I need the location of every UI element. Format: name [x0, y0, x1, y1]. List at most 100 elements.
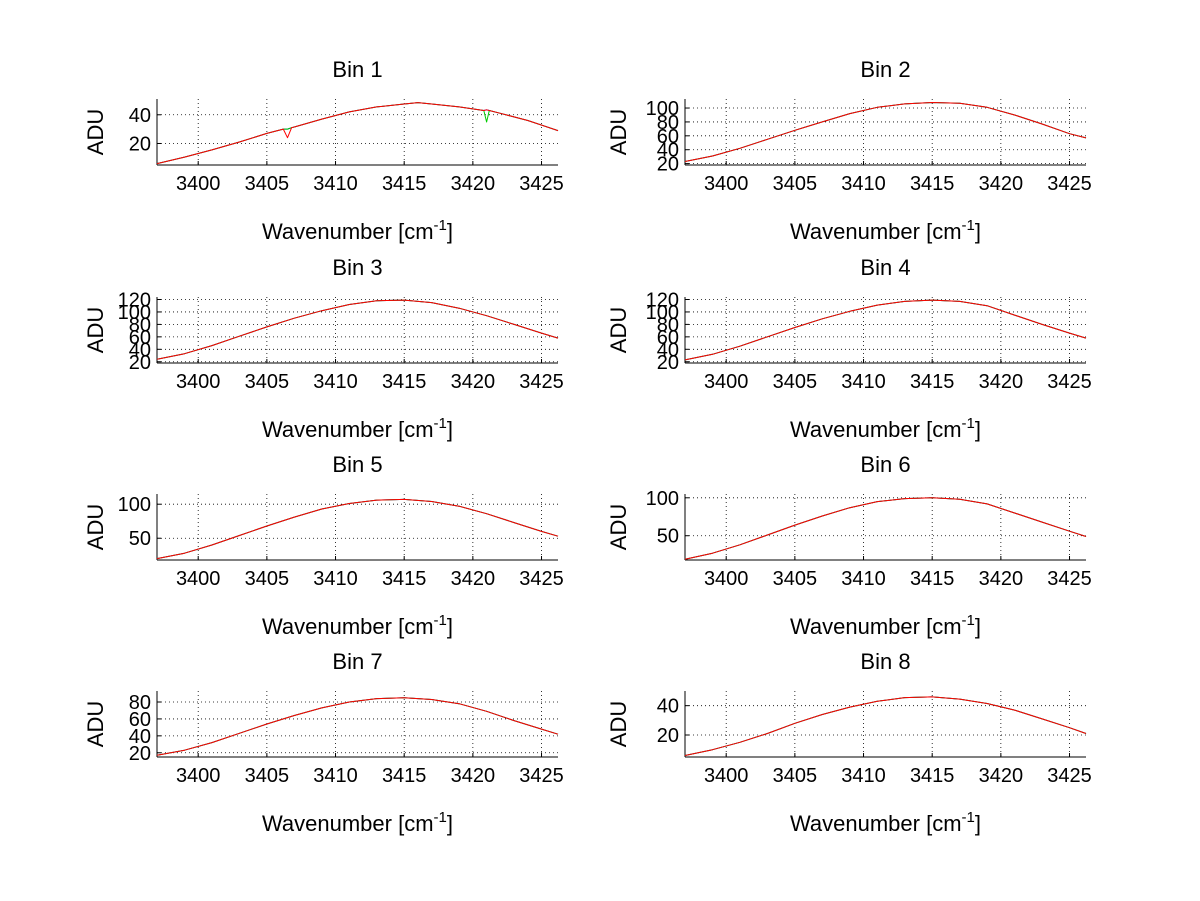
x-tick-label: 3415: [382, 568, 427, 590]
x-tick-label: 3405: [245, 371, 290, 393]
series-line-2: [156, 102, 559, 165]
x-tick-label: 3405: [245, 173, 290, 195]
series-line-1: [156, 102, 559, 165]
x-tick-label: 3410: [313, 568, 358, 590]
y-tick-label: 50: [657, 526, 679, 548]
x-tick-label: 3400: [704, 765, 749, 787]
series-line-3: [156, 498, 559, 560]
subplot-title: Bin 6: [860, 452, 910, 477]
y-tick-label: 60: [129, 709, 151, 731]
x-axis-label-bracket: ]: [975, 614, 981, 639]
x-axis-label: Wavenumber [cm-1]: [262, 612, 453, 639]
x-axis-label: Wavenumber [cm-1]: [790, 809, 981, 836]
subplot-bin-8: Bin 8 3400 3405 3410 3415 3420 3425 20 40 Wavenum…: [606, 649, 1092, 836]
y-tick-label: 100: [646, 302, 679, 324]
x-axis-label-bracket: ]: [447, 614, 453, 639]
y-tick-label: 120: [646, 289, 679, 311]
subplot-title: Bin 8: [860, 649, 910, 674]
subplot-title: Bin 5: [332, 452, 382, 477]
subplot-bin-5: Bin 5 3400 3405 3410 3415 3420 3425 50 100 Wavenu…: [83, 452, 564, 639]
x-tick-label: 3410: [841, 173, 886, 195]
x-tick-label: 3405: [773, 371, 818, 393]
subplot-bin-6: Bin 6 3400 3405 3410 3415 3420 3425 50 100 Wavenu…: [606, 452, 1092, 639]
x-tick-label: 3405: [773, 568, 818, 590]
x-axis-label: Wavenumber [cm-1]: [790, 217, 981, 244]
x-tick-label: 3415: [382, 765, 427, 787]
x-tick-label: 3400: [704, 371, 749, 393]
series-line-3: [684, 102, 1087, 162]
series-line-3: [156, 697, 559, 756]
y-axis-label: ADU: [83, 701, 108, 747]
series-line-2: [684, 102, 1087, 162]
x-tick-label: 3425: [1047, 371, 1092, 393]
x-tick-label: 3425: [1047, 173, 1092, 195]
x-tick-label: 3400: [704, 173, 749, 195]
series-line-3: [684, 696, 1087, 756]
x-axis-label-superscript: -1: [434, 809, 447, 826]
x-tick-label: 3410: [841, 371, 886, 393]
x-axis-label-bracket: ]: [447, 811, 453, 836]
subplot-bin-4: Bin 4 3400 3405 3410 3415 3420 3425 20406080100…: [606, 255, 1092, 442]
x-axis-label-bracket: ]: [447, 417, 453, 442]
x-tick-label: 3420: [979, 765, 1024, 787]
x-axis-label-main: Wavenumber [cm: [790, 614, 962, 639]
subplot-bin-1: Bin 1 3400 3405 3410 3415 3420 3425 20 40 Wavenum…: [83, 57, 564, 244]
subplot-title: Bin 7: [332, 649, 382, 674]
y-tick-label: 100: [118, 494, 151, 516]
x-tick-label: 3400: [176, 173, 221, 195]
y-tick-label: 40: [657, 339, 679, 361]
x-axis-label: Wavenumber [cm-1]: [790, 415, 981, 442]
x-axis-label-superscript: -1: [962, 217, 975, 234]
series-line-3: [684, 497, 1087, 560]
y-axis-label: ADU: [83, 307, 108, 353]
x-tick-label: 3425: [519, 371, 564, 393]
x-tick-label: 3420: [451, 765, 496, 787]
series-line-1: [684, 299, 1087, 361]
y-tick-label: 20: [657, 154, 679, 176]
series-line-2: [156, 697, 559, 756]
x-tick-label: 3405: [245, 568, 290, 590]
x-axis-label-bracket: ]: [975, 417, 981, 442]
x-tick-label: 3415: [910, 765, 955, 787]
x-tick-label: 3415: [382, 371, 427, 393]
x-tick-label: 3415: [910, 568, 955, 590]
x-axis-label-bracket: ]: [975, 811, 981, 836]
x-tick-label: 3405: [773, 173, 818, 195]
subplot-title: Bin 2: [860, 57, 910, 82]
x-axis-label-superscript: -1: [434, 415, 447, 432]
x-axis-label-main: Wavenumber [cm: [262, 219, 434, 244]
y-tick-label: 100: [118, 302, 151, 324]
x-axis-label-main: Wavenumber [cm: [790, 219, 962, 244]
y-tick-label: 60: [657, 327, 679, 349]
x-axis-label-main: Wavenumber [cm: [262, 417, 434, 442]
x-tick-label: 3420: [451, 173, 496, 195]
x-tick-label: 3425: [519, 765, 564, 787]
x-tick-label: 3415: [910, 371, 955, 393]
y-tick-label: 100: [646, 98, 679, 120]
x-axis-label: Wavenumber [cm-1]: [262, 809, 453, 836]
series-line-3: [684, 299, 1087, 361]
x-tick-label: 3410: [313, 371, 358, 393]
x-tick-label: 3410: [313, 765, 358, 787]
y-tick-label: 100: [646, 488, 679, 510]
series-line-3: [156, 299, 559, 360]
y-axis-label: ADU: [83, 504, 108, 550]
x-axis-label-superscript: -1: [434, 217, 447, 234]
y-tick-label: 40: [657, 696, 679, 718]
x-axis-label: Wavenumber [cm-1]: [262, 415, 453, 442]
y-axis-label: ADU: [606, 109, 631, 155]
x-tick-label: 3415: [382, 173, 427, 195]
x-axis-label: Wavenumber [cm-1]: [790, 612, 981, 639]
x-tick-label: 3410: [841, 765, 886, 787]
x-axis-label-main: Wavenumber [cm: [262, 811, 434, 836]
subplot-bin-2: Bin 2 3400 3405 3410 3415 3420 3425 20406080100…: [606, 57, 1092, 244]
x-tick-label: 3400: [176, 371, 221, 393]
x-tick-label: 3400: [704, 568, 749, 590]
y-axis-label: ADU: [606, 307, 631, 353]
x-tick-label: 3420: [451, 371, 496, 393]
x-tick-label: 3425: [1047, 765, 1092, 787]
y-tick-label: 20: [129, 133, 151, 155]
subplot-title: Bin 1: [332, 57, 382, 82]
series-line-2: [156, 299, 559, 360]
x-axis-label-superscript: -1: [962, 415, 975, 432]
